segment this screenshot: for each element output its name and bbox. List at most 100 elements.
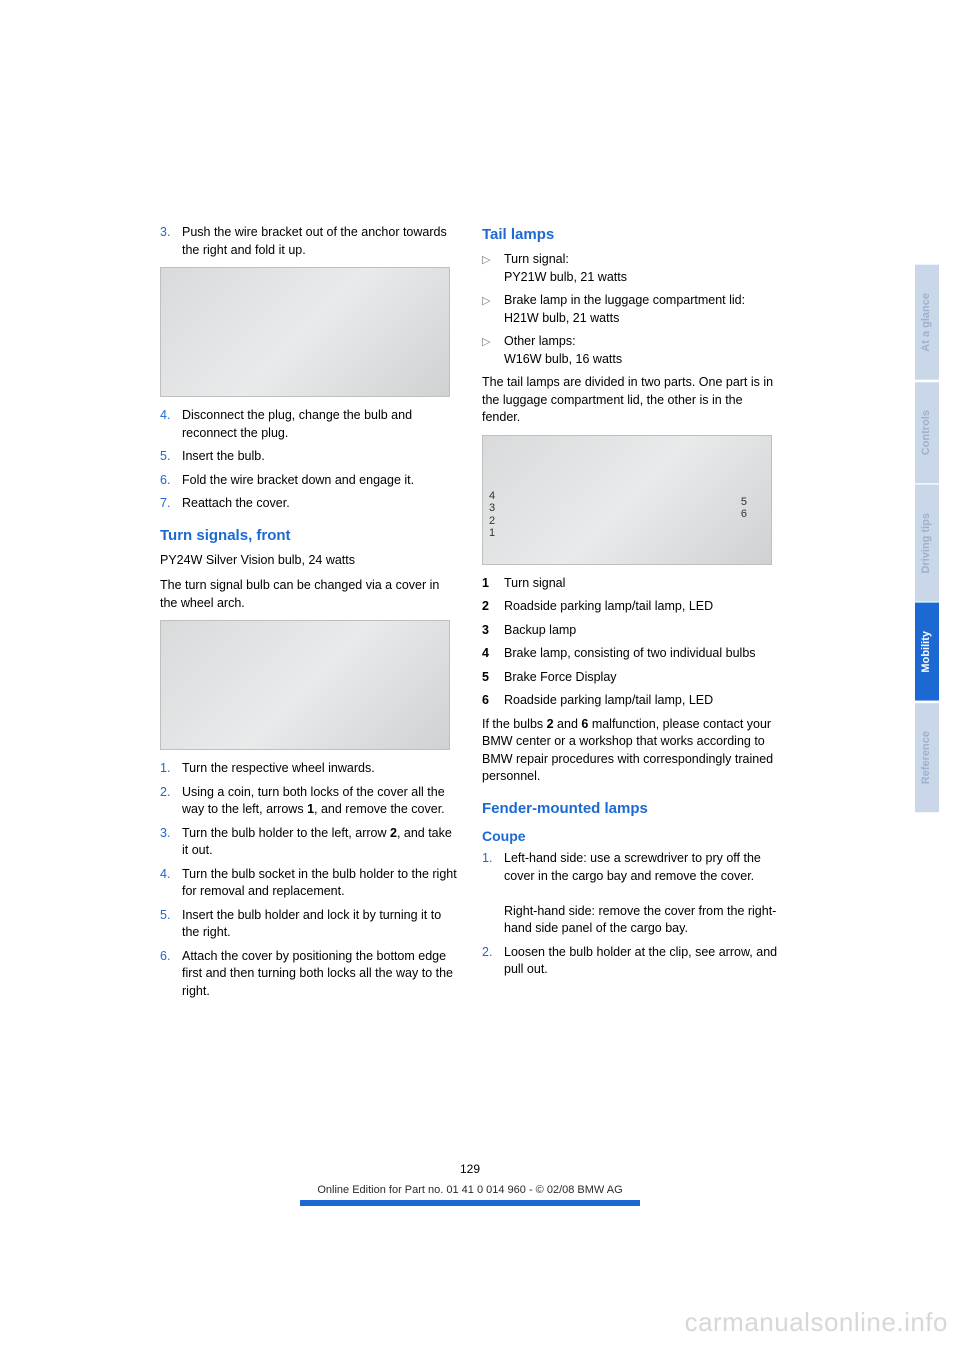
tab-controls[interactable]: Controls <box>915 382 939 483</box>
step-number: 2. <box>160 784 182 819</box>
tail-para: The tail lamps are divided in two parts.… <box>482 374 780 427</box>
steps-list-a: 3. Push the wire bracket out of the anch… <box>160 224 458 259</box>
legend-text: Brake Force Display <box>504 669 780 687</box>
watermark: carmanualsonline.info <box>685 1304 948 1340</box>
tab-at-a-glance[interactable]: At a glance <box>915 265 939 380</box>
step-text: Turn the bulb holder to the left, arrow … <box>182 825 458 860</box>
page-number: 129 <box>160 1161 780 1178</box>
step-number: 3. <box>160 825 182 860</box>
tail-legend-list: 1Turn signal 2Roadside parking lamp/tail… <box>482 575 780 710</box>
step-text: Insert the bulb. <box>182 448 458 466</box>
list-item: 6Roadside parking lamp/tail lamp, LED <box>482 692 780 710</box>
list-item: 1Turn signal <box>482 575 780 593</box>
tab-mobility[interactable]: Mobility <box>915 603 939 701</box>
triangle-icon: ▷ <box>482 251 504 286</box>
list-item: 4Brake lamp, consisting of two individua… <box>482 645 780 663</box>
turn-bulb-spec: PY24W Silver Vision bulb, 24 watts <box>160 552 458 570</box>
list-item: ▷Other lamps:W16W bulb, 16 watts <box>482 333 780 368</box>
legend-number: 2 <box>482 598 504 616</box>
footer-bar <box>300 1200 640 1206</box>
tail-bullet-list: ▷Turn signal:PY21W bulb, 21 watts ▷Brake… <box>482 251 780 368</box>
list-item: 1.Turn the respective wheel inwards. <box>160 760 458 778</box>
list-item: ▷Turn signal:PY21W bulb, 21 watts <box>482 251 780 286</box>
diagram-label: 1 <box>489 527 495 540</box>
tab-reference[interactable]: Reference <box>915 703 939 812</box>
legend-number: 4 <box>482 645 504 663</box>
step-text: Turn the bulb socket in the bulb holder … <box>182 866 458 901</box>
tab-driving-tips[interactable]: Driving tips <box>915 485 939 602</box>
step-text: Turn the respective wheel inwards. <box>182 760 458 778</box>
heading-tail-lamps: Tail lamps <box>482 224 780 245</box>
triangle-icon: ▷ <box>482 333 504 368</box>
step-number: 3. <box>160 224 182 259</box>
heading-fender-lamps: Fender-mounted lamps <box>482 798 780 819</box>
legend-number: 3 <box>482 622 504 640</box>
step-number: 1. <box>482 850 504 938</box>
legend-text: Turn signal <box>504 575 780 593</box>
list-item: 6.Fold the wire bracket down and engage … <box>160 472 458 490</box>
step-number: 7. <box>160 495 182 513</box>
step-text: Attach the cover by positioning the bott… <box>182 948 458 1001</box>
list-item: 7.Reattach the cover. <box>160 495 458 513</box>
list-item: 4.Disconnect the plug, change the bulb a… <box>160 407 458 442</box>
step-number: 5. <box>160 907 182 942</box>
step-number: 6. <box>160 472 182 490</box>
step-text: Push the wire bracket out of the anchor … <box>182 224 458 259</box>
step-number: 5. <box>160 448 182 466</box>
left-column: 3. Push the wire bracket out of the anch… <box>160 224 458 1006</box>
list-item: 6.Attach the cover by positioning the bo… <box>160 948 458 1001</box>
turn-para: The turn signal bulb can be changed via … <box>160 577 458 612</box>
legend-text: Backup lamp <box>504 622 780 640</box>
step-number: 4. <box>160 866 182 901</box>
legend-number: 6 <box>482 692 504 710</box>
figure-wheel-arch <box>160 620 450 750</box>
legend-text: Roadside parking lamp/tail lamp, LED <box>504 598 780 616</box>
step-number: 6. <box>160 948 182 1001</box>
list-item: 1. Left-hand side: use a screwdriver to … <box>482 850 780 938</box>
list-item: 3Backup lamp <box>482 622 780 640</box>
step-text: Left-hand side: use a screwdriver to pry… <box>504 850 780 938</box>
step-text: Loosen the bulb holder at the clip, see … <box>504 944 780 979</box>
diagram-label: 5 <box>741 496 747 509</box>
legend-text: Roadside parking lamp/tail lamp, LED <box>504 692 780 710</box>
coupe-steps-list: 1. Left-hand side: use a screwdriver to … <box>482 850 780 979</box>
right-column: Tail lamps ▷Turn signal:PY21W bulb, 21 w… <box>482 224 780 1006</box>
figure-tail-lamp: 4 3 2 1 5 6 <box>482 435 772 565</box>
list-item: 2Roadside parking lamp/tail lamp, LED <box>482 598 780 616</box>
list-item: 5.Insert the bulb holder and lock it by … <box>160 907 458 942</box>
triangle-icon: ▷ <box>482 292 504 327</box>
heading-turn-signals: Turn signals, front <box>160 525 458 546</box>
legend-text: Brake lamp, consisting of two individual… <box>504 645 780 663</box>
step-text: Reattach the cover. <box>182 495 458 513</box>
diagram-label: 3 <box>489 502 495 515</box>
list-item: 5.Insert the bulb. <box>160 448 458 466</box>
step-text: Insert the bulb holder and lock it by tu… <box>182 907 458 942</box>
legend-number: 5 <box>482 669 504 687</box>
list-item: 3.Turn the bulb holder to the left, arro… <box>160 825 458 860</box>
diagram-labels-right: 5 6 <box>741 496 747 521</box>
list-item: 2.Using a coin, turn both locks of the c… <box>160 784 458 819</box>
step-text: Disconnect the plug, change the bulb and… <box>182 407 458 442</box>
list-item: 4.Turn the bulb socket in the bulb holde… <box>160 866 458 901</box>
figure-wire-bracket <box>160 267 450 397</box>
footer-text: Online Edition for Part no. 01 41 0 014 … <box>160 1183 780 1198</box>
subheading-coupe: Coupe <box>482 827 780 847</box>
turn-steps-list: 1.Turn the respective wheel inwards. 2.U… <box>160 760 458 1000</box>
list-item: 5Brake Force Display <box>482 669 780 687</box>
diagram-label: 4 <box>489 490 495 503</box>
side-tabs: At a glance Controls Driving tips Mobili… <box>915 265 939 814</box>
bullet-text: Brake lamp in the luggage compartment li… <box>504 292 780 327</box>
page-content: 3. Push the wire bracket out of the anch… <box>160 224 780 1006</box>
step-number: 2. <box>482 944 504 979</box>
diagram-labels-left: 4 3 2 1 <box>489 490 495 541</box>
list-item: ▷Brake lamp in the luggage compartment l… <box>482 292 780 327</box>
step-number: 1. <box>160 760 182 778</box>
bullet-text: Other lamps:W16W bulb, 16 watts <box>504 333 780 368</box>
step-text: Using a coin, turn both locks of the cov… <box>182 784 458 819</box>
steps-list-b: 4.Disconnect the plug, change the bulb a… <box>160 407 458 513</box>
list-item: 2. Loosen the bulb holder at the clip, s… <box>482 944 780 979</box>
list-item: 3. Push the wire bracket out of the anch… <box>160 224 458 259</box>
tail-note: If the bulbs 2 and 6 malfunction, please… <box>482 716 780 786</box>
step-text: Fold the wire bracket down and engage it… <box>182 472 458 490</box>
step-number: 4. <box>160 407 182 442</box>
